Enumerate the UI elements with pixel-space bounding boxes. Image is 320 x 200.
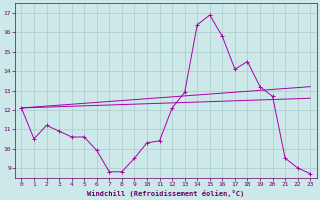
X-axis label: Windchill (Refroidissement éolien,°C): Windchill (Refroidissement éolien,°C) (87, 190, 244, 197)
